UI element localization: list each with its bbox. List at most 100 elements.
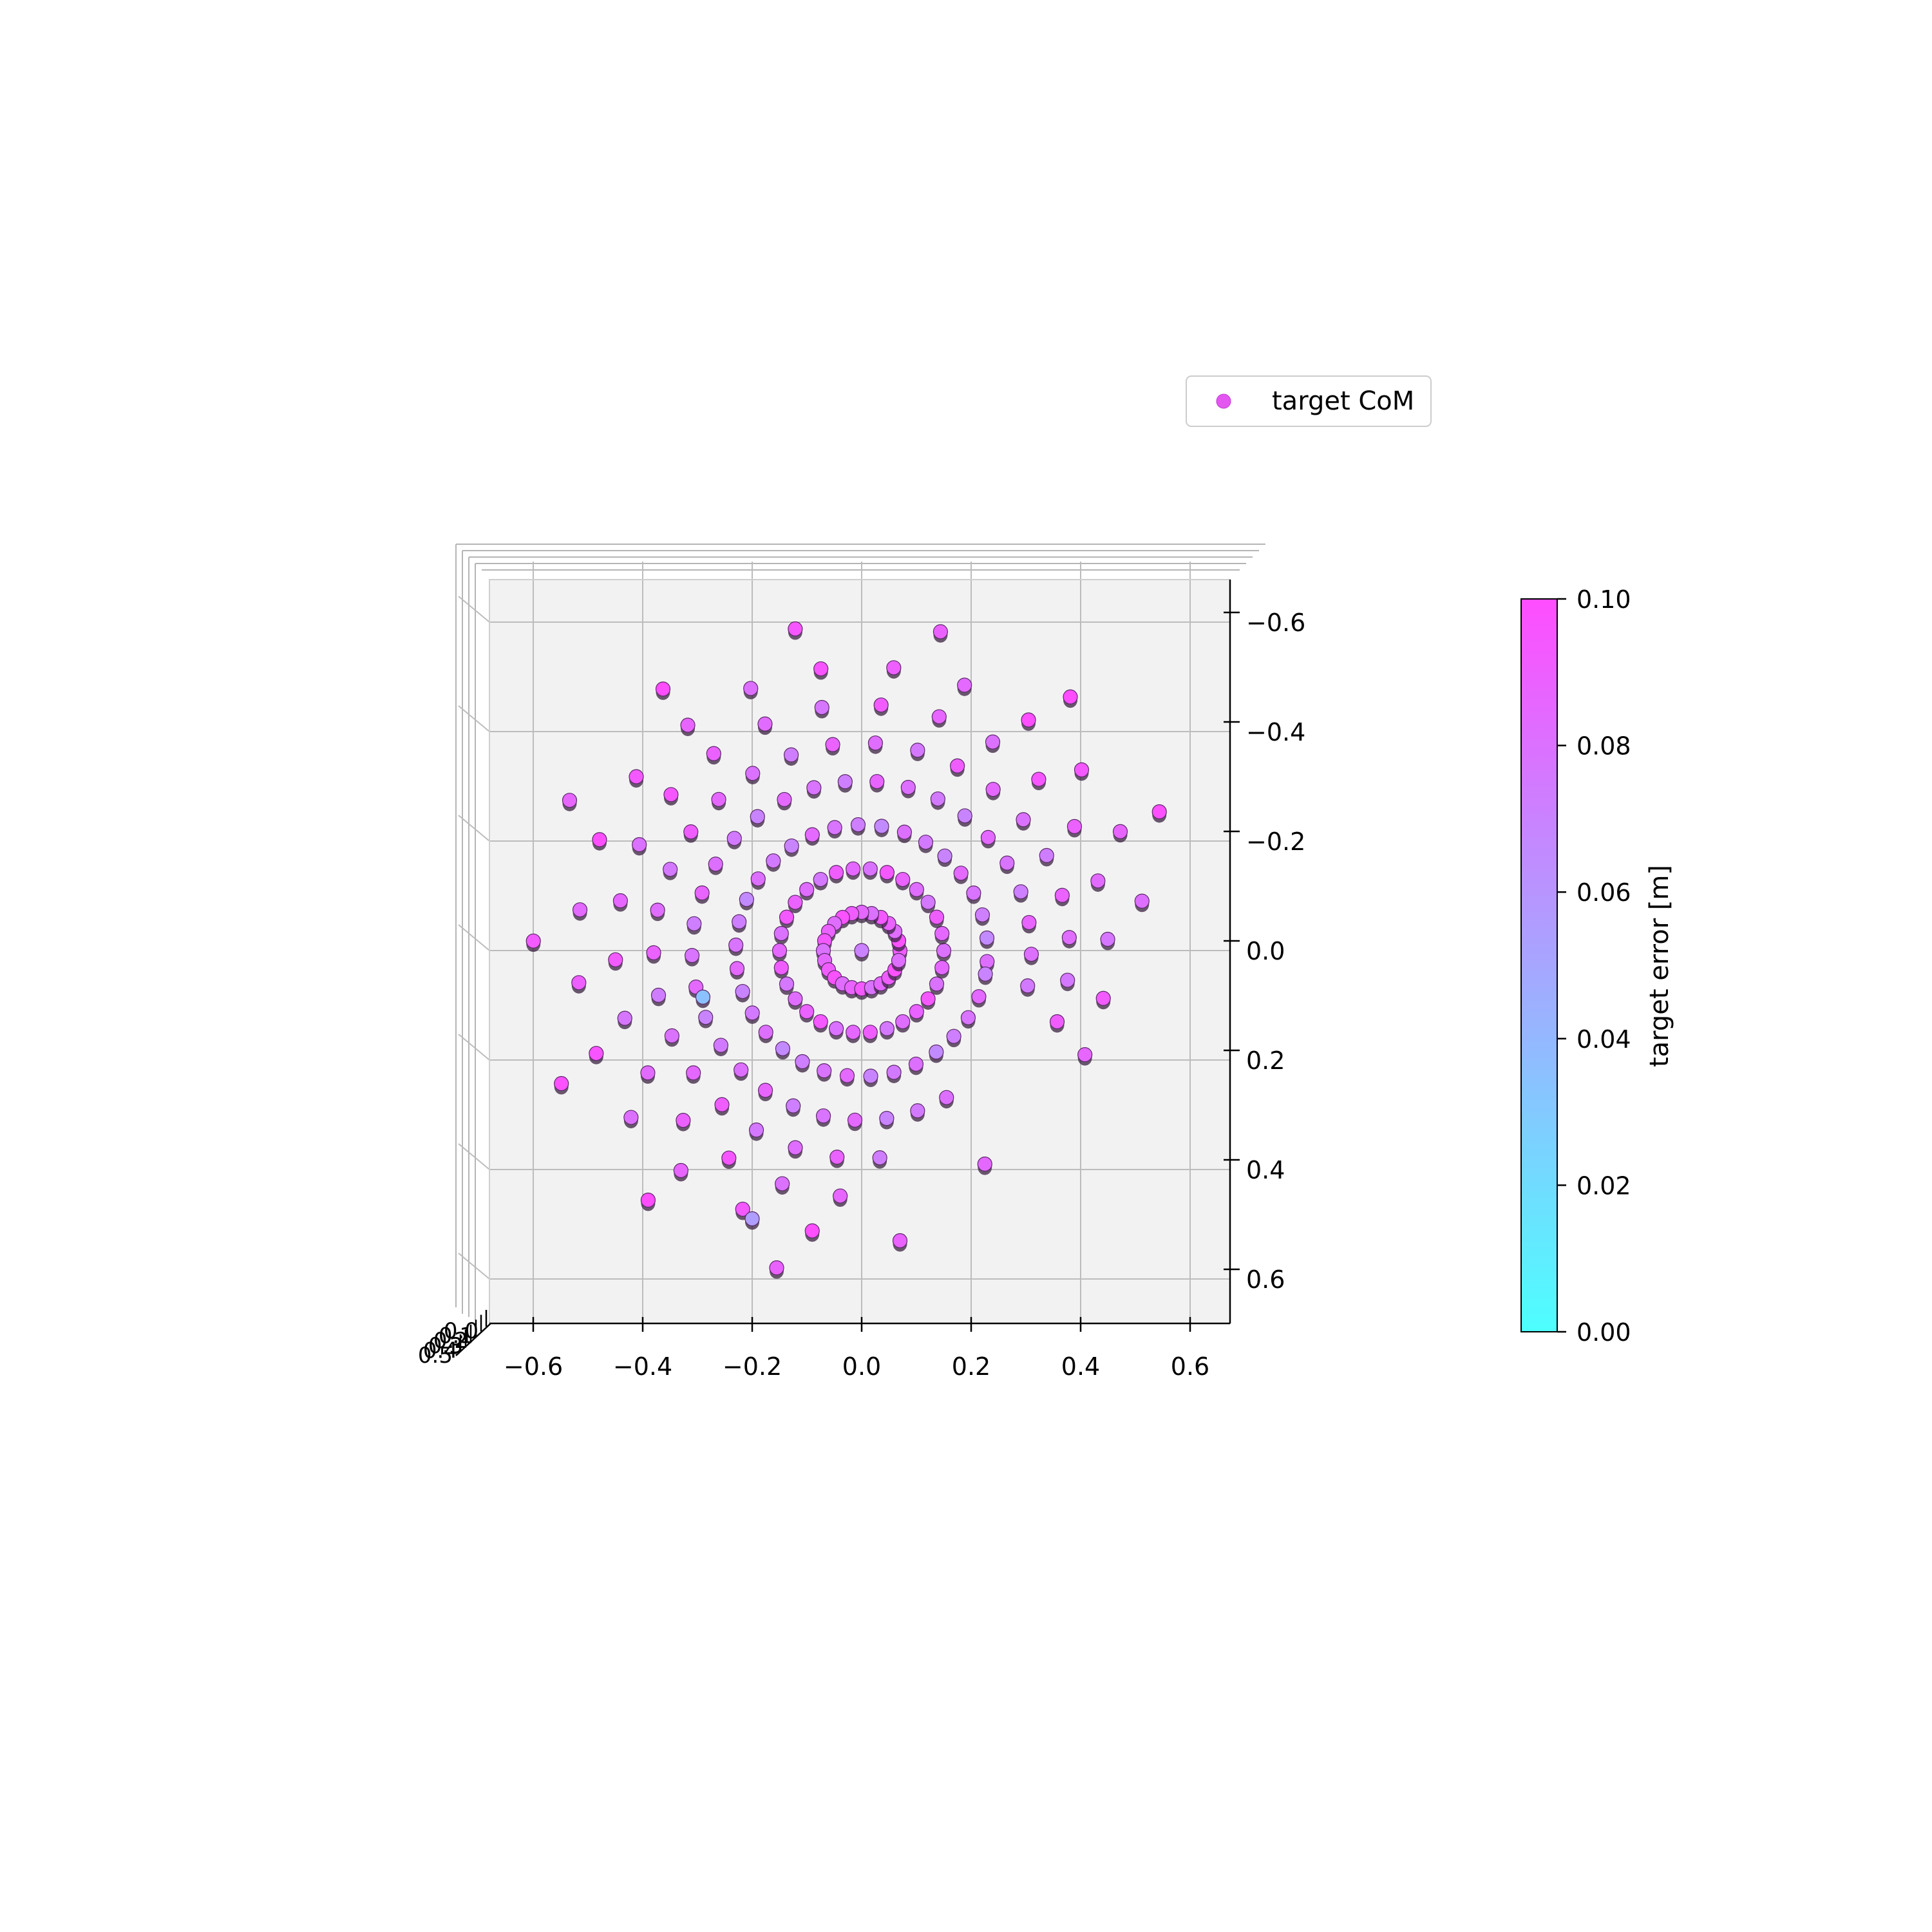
grid-depth-y bbox=[458, 1034, 490, 1061]
legend-marker bbox=[1216, 393, 1231, 409]
data-point bbox=[813, 871, 828, 887]
data-point bbox=[837, 774, 853, 790]
data-point bbox=[873, 697, 889, 713]
data-point bbox=[933, 624, 949, 639]
data-point bbox=[939, 1090, 954, 1105]
data-point bbox=[1066, 819, 1083, 834]
data-point bbox=[879, 865, 895, 880]
data-point bbox=[708, 857, 723, 872]
data-point bbox=[721, 1150, 737, 1166]
colorbar-tick-label: 0.04 bbox=[1577, 1025, 1631, 1054]
data-point bbox=[920, 895, 936, 910]
depth-frame bbox=[455, 544, 1265, 1320]
data-point bbox=[673, 1162, 688, 1179]
grid-depth-y bbox=[458, 1143, 490, 1170]
y-tick-label: 0.4 bbox=[1246, 1156, 1285, 1184]
data-point bbox=[686, 1065, 701, 1081]
data-point bbox=[931, 709, 947, 724]
x-tick-label: −0.6 bbox=[504, 1352, 563, 1381]
colorbar: 0.00 0.02 0.04 0.06 0.08 0.10 target error [m… bbox=[1520, 585, 1674, 1347]
data-point bbox=[629, 769, 644, 784]
data-point bbox=[650, 902, 665, 918]
data-point bbox=[711, 791, 726, 807]
data-point bbox=[895, 1014, 911, 1030]
data-point bbox=[1090, 873, 1106, 889]
data-point bbox=[869, 773, 885, 790]
data-point bbox=[886, 1065, 902, 1080]
data-point bbox=[929, 909, 945, 925]
data-point bbox=[788, 621, 803, 637]
data-point bbox=[874, 819, 889, 834]
data-point bbox=[1077, 1047, 1093, 1063]
data-point bbox=[971, 989, 987, 1005]
data-point bbox=[863, 1068, 878, 1084]
data-point bbox=[777, 791, 792, 808]
data-point bbox=[934, 960, 950, 976]
data-point bbox=[920, 991, 936, 1007]
data-point bbox=[743, 681, 759, 696]
data-point bbox=[867, 735, 884, 751]
y-tick-label: 0.6 bbox=[1246, 1265, 1285, 1294]
z-axis: 0.00.10.20.30.40.5 bbox=[418, 1310, 491, 1368]
data-point bbox=[946, 1028, 961, 1044]
z-tick-label: 0.2 bbox=[433, 1328, 468, 1354]
data-point bbox=[953, 866, 969, 881]
data-point bbox=[930, 791, 945, 807]
data-point-center bbox=[854, 943, 869, 958]
data-point bbox=[773, 960, 789, 976]
data-point bbox=[779, 909, 795, 925]
data-point bbox=[936, 943, 952, 958]
data-point bbox=[900, 780, 916, 795]
data-point bbox=[847, 1112, 863, 1128]
data-point bbox=[683, 824, 699, 840]
data-point bbox=[918, 835, 934, 850]
data-point bbox=[714, 1097, 730, 1112]
x-tick-label: −0.4 bbox=[613, 1352, 672, 1381]
data-point bbox=[829, 1150, 845, 1165]
data-point bbox=[676, 1113, 691, 1128]
data-point bbox=[1074, 762, 1090, 777]
data-point bbox=[825, 737, 840, 752]
data-point bbox=[788, 1140, 803, 1155]
data-point bbox=[846, 861, 861, 876]
data-point bbox=[966, 886, 981, 901]
y-tick-label: −0.2 bbox=[1246, 828, 1305, 856]
data-point bbox=[1063, 689, 1078, 705]
data-point bbox=[744, 1005, 760, 1021]
data-point bbox=[814, 699, 829, 715]
data-point bbox=[726, 831, 742, 846]
data-point bbox=[732, 914, 747, 929]
grid-depth-y bbox=[458, 815, 490, 842]
colorbar-tick-label: 0.00 bbox=[1577, 1318, 1631, 1347]
data-point bbox=[846, 1025, 861, 1040]
data-point bbox=[813, 1014, 828, 1030]
data-point bbox=[979, 930, 995, 946]
data-point bbox=[929, 976, 945, 992]
data-point bbox=[850, 817, 866, 833]
data-point bbox=[985, 782, 1001, 797]
data-point-outlier bbox=[977, 1156, 992, 1172]
legend: target CoM bbox=[1186, 375, 1432, 427]
data-point bbox=[663, 862, 678, 877]
x-tick-label: 0.6 bbox=[1171, 1352, 1209, 1381]
grid-depth-y bbox=[458, 596, 490, 623]
data-point bbox=[937, 848, 952, 864]
colorbar-tick-label: 0.08 bbox=[1577, 732, 1631, 761]
data-point bbox=[623, 1110, 639, 1125]
data-point bbox=[1112, 824, 1128, 839]
grid-depth-y bbox=[458, 1253, 490, 1280]
z-axis-line bbox=[455, 1323, 491, 1356]
data-point bbox=[664, 1028, 679, 1044]
data-point bbox=[773, 925, 789, 942]
data-point bbox=[788, 991, 803, 1007]
data-point bbox=[1031, 772, 1046, 787]
data-point bbox=[694, 885, 710, 901]
data-point bbox=[1020, 978, 1036, 994]
data-point bbox=[745, 766, 761, 781]
data-point bbox=[999, 855, 1015, 871]
y-tick-label: 0.2 bbox=[1246, 1046, 1285, 1075]
data-point bbox=[896, 824, 912, 840]
data-point bbox=[910, 1103, 925, 1119]
data-point bbox=[608, 952, 623, 967]
